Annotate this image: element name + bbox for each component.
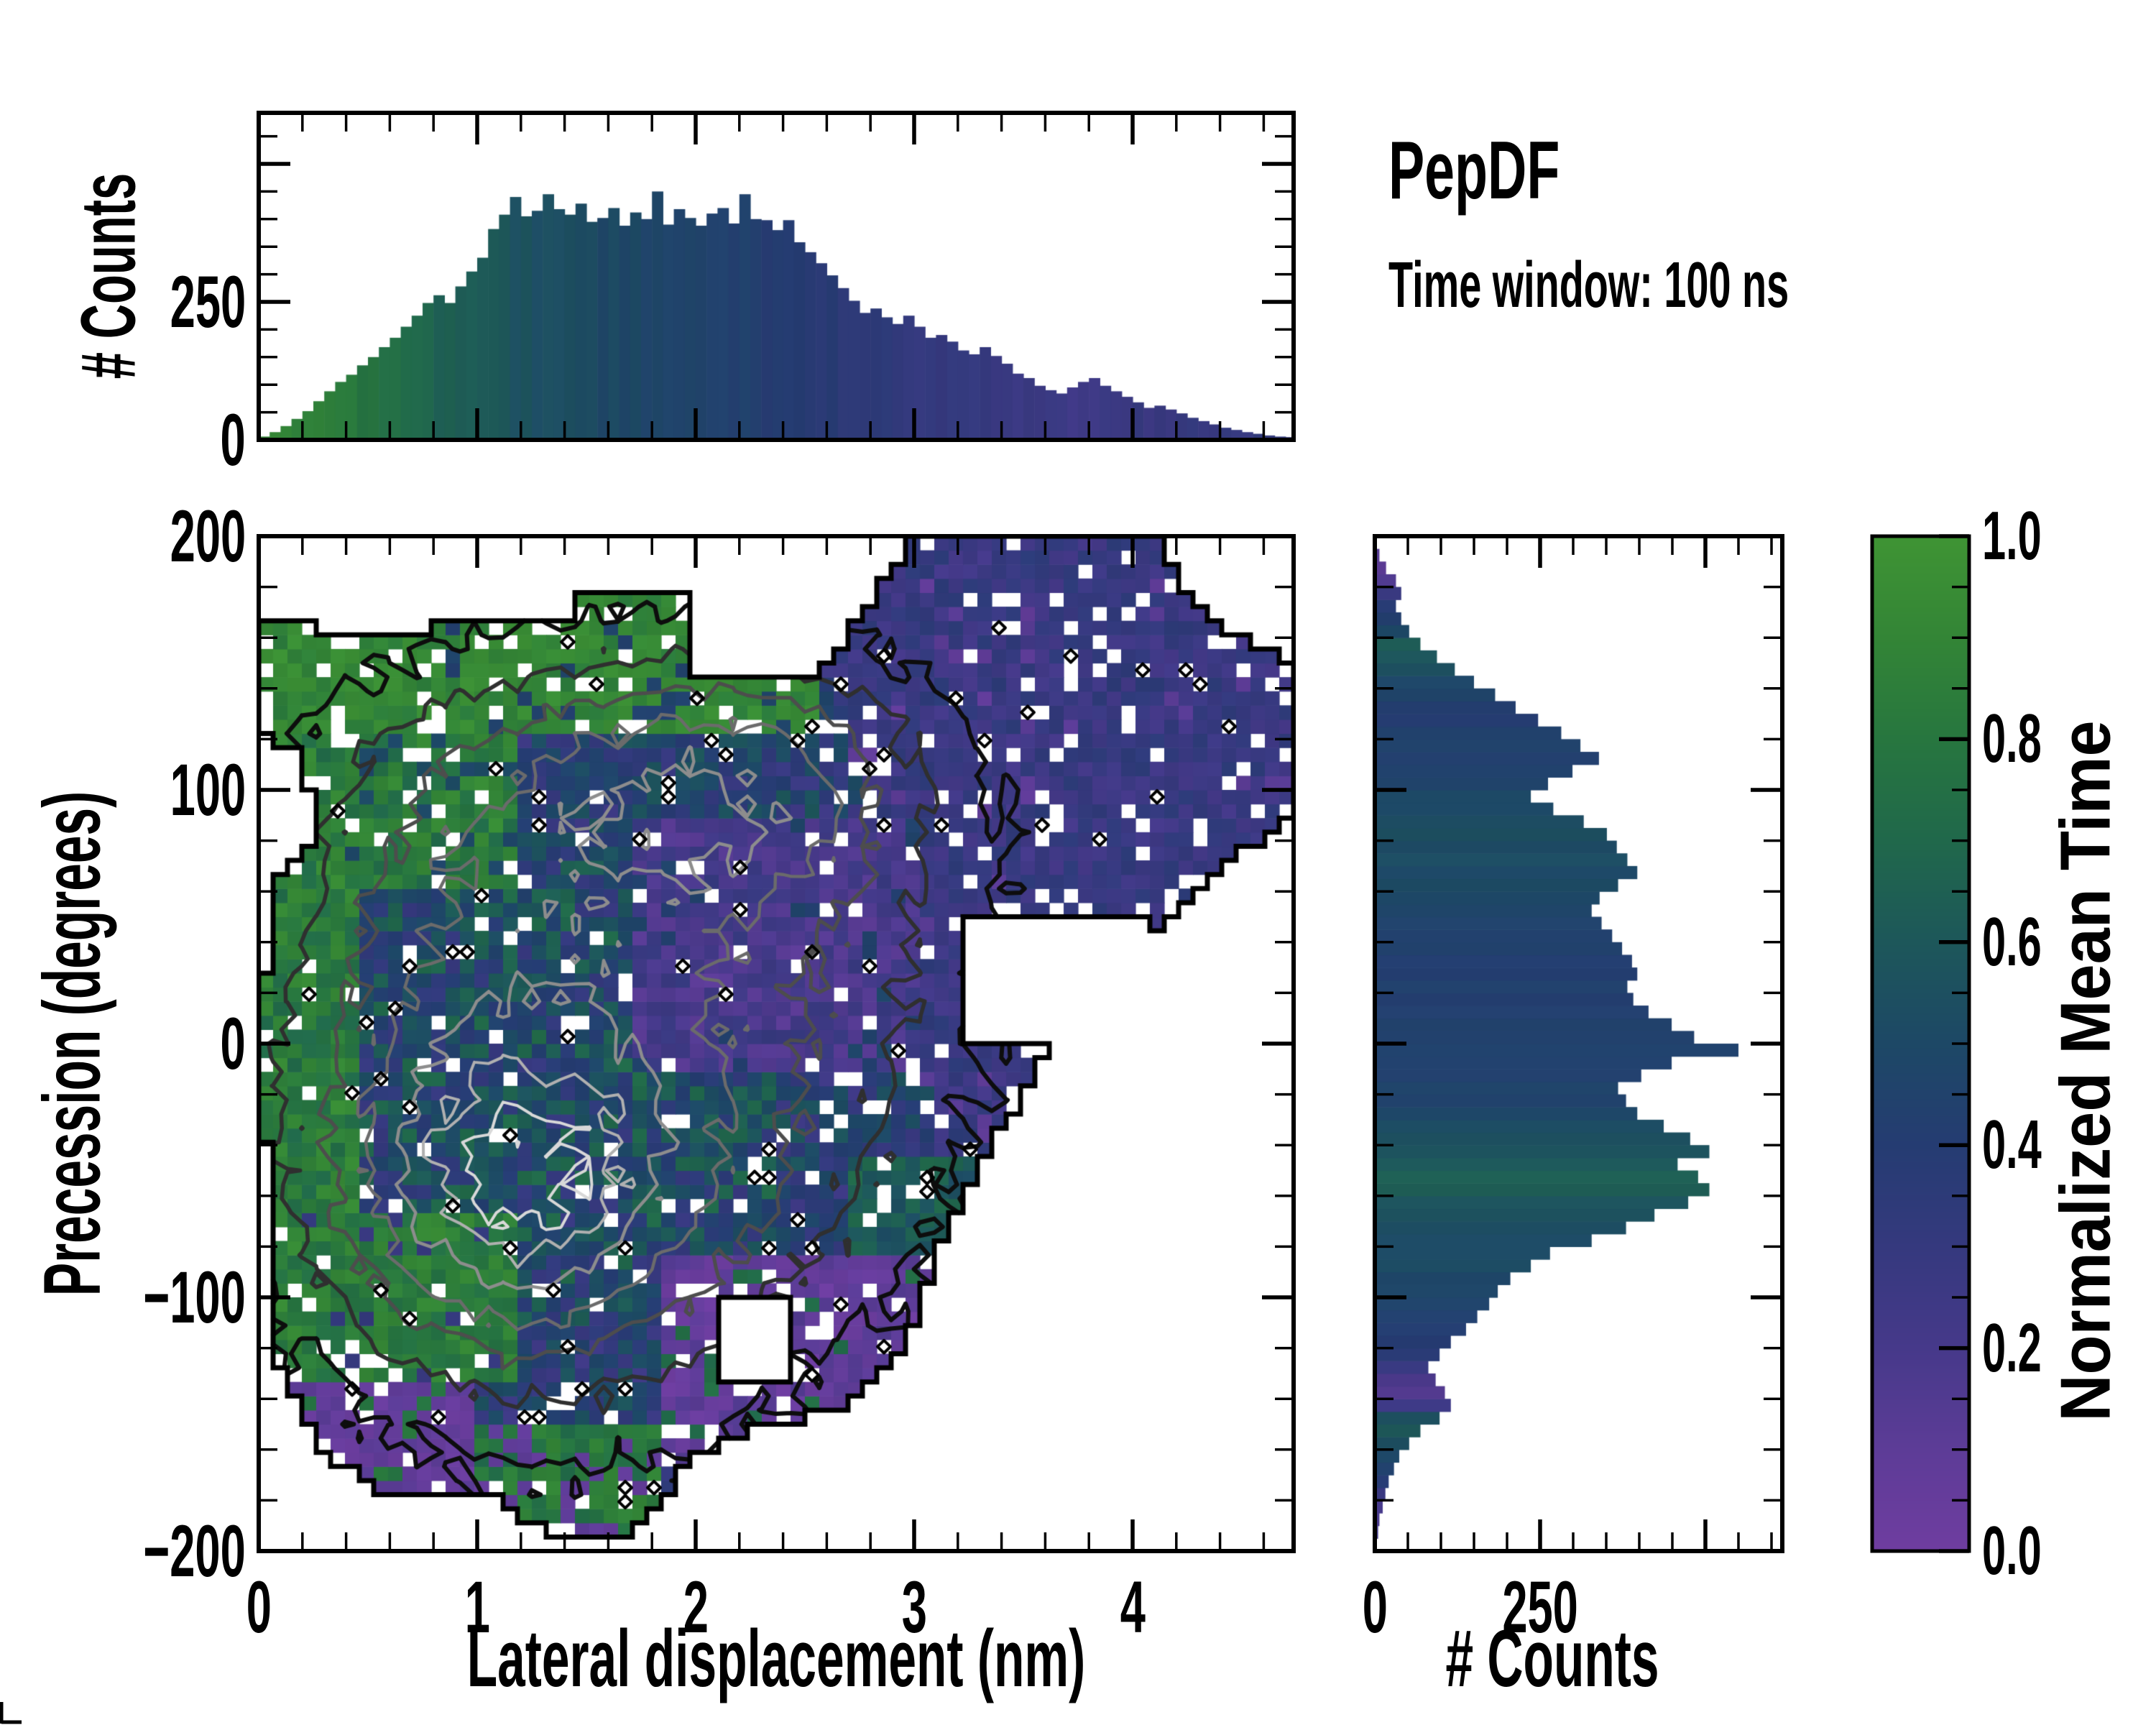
colorbar-canvas [1872, 536, 1969, 1551]
right-hist-x-axis-label: # Counts [1445, 1614, 1659, 1703]
figure-subtitle: Time window: 100 ns [1388, 249, 1789, 321]
right-hist-x-tick-label: 0 [1362, 1566, 1388, 1648]
main-heatmap-canvas [259, 536, 1294, 1551]
main-x-tick-label: 3 [901, 1566, 927, 1648]
main-y-tick-label: 200 [170, 495, 246, 577]
main-y-tick-label: 0 [220, 1003, 246, 1085]
top-hist-y-tick-label: 250 [170, 261, 246, 343]
main-x-tick-label: 1 [464, 1566, 490, 1648]
colorbar-tick-label: 0.6 [1982, 903, 2042, 980]
colorbar-tick-label: 0.8 [1982, 700, 2042, 778]
main-y-tick-label: 100 [170, 749, 246, 831]
top-hist-y-tick-label: 0 [220, 399, 246, 481]
colorbar-tick-label: 0.2 [1982, 1309, 2042, 1386]
right-hist-x-tick-label: 250 [1502, 1566, 1578, 1648]
main-x-axis-label: Lateral displacement (nm) [466, 1614, 1086, 1703]
top-histogram-canvas [259, 113, 1294, 440]
colorbar-tick-label: 0.0 [1982, 1512, 2042, 1589]
right-histogram-canvas [1375, 536, 1782, 1551]
main-y-tick-label: −100 [143, 1256, 246, 1338]
main-x-tick-label: 4 [1120, 1566, 1146, 1648]
colorbar-tick-label: 0.4 [1982, 1106, 2042, 1184]
main-x-tick-label: 2 [683, 1566, 709, 1648]
colorbar-tick-label: 1.0 [1982, 497, 2042, 574]
main-y-tick-label: −200 [143, 1510, 246, 1592]
figure-title: PepDF [1388, 125, 1560, 216]
main-x-tick-label: 0 [246, 1566, 272, 1648]
